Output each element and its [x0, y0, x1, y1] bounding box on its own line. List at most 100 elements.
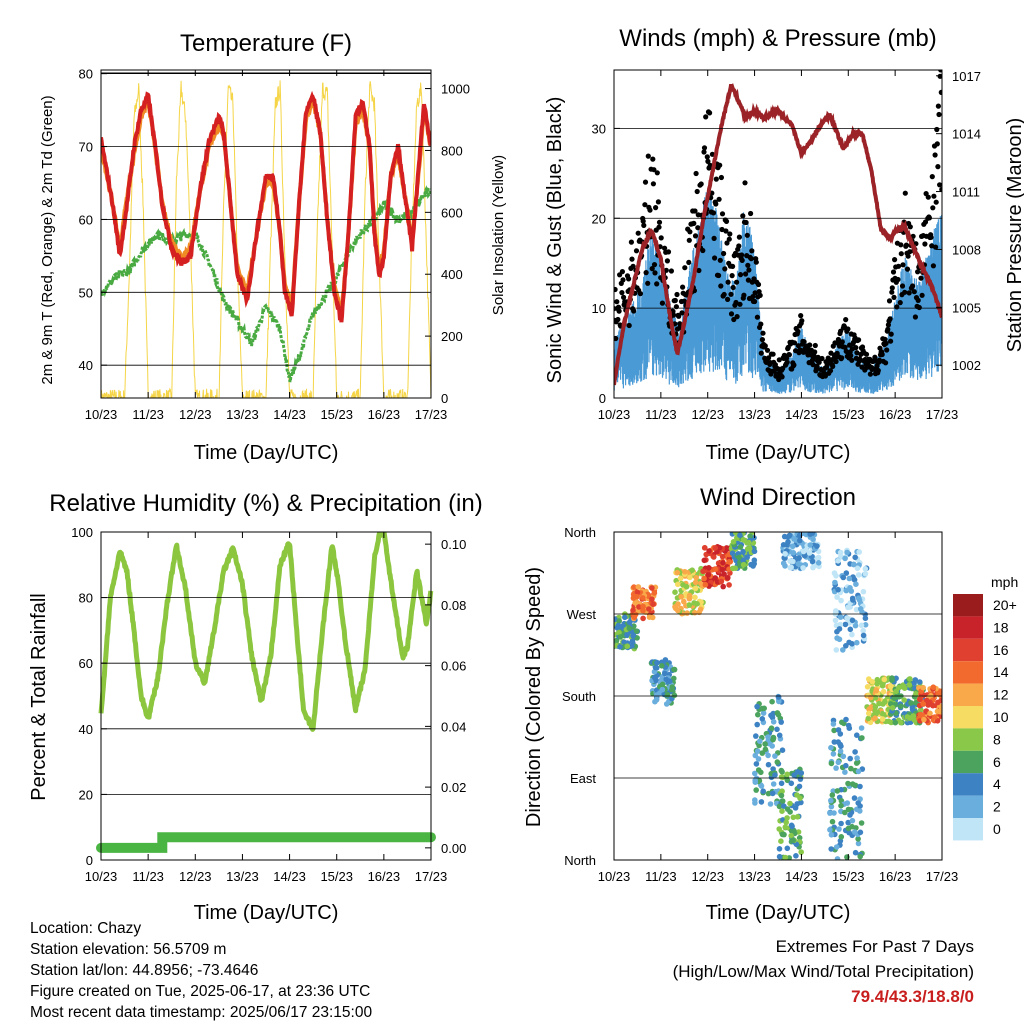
direction-point [755, 711, 761, 718]
gust-point [734, 314, 740, 320]
direction-point [847, 626, 854, 633]
gust-point [614, 299, 620, 305]
gust-point [658, 235, 664, 241]
colorbar-swatch [953, 818, 983, 841]
direction-point [855, 572, 862, 578]
direction-point [790, 558, 796, 565]
gust-point [680, 284, 686, 290]
temperature-xtick-label: 13/23 [226, 407, 259, 422]
colorbar-swatch [953, 638, 983, 662]
direction-point [765, 752, 771, 759]
direction-point [836, 636, 843, 643]
gust-point [904, 266, 911, 272]
gust-point [651, 167, 657, 173]
gust-point [910, 283, 916, 289]
rh-series [98, 532, 434, 732]
temperature-ytick-right-label: 0 [441, 391, 448, 406]
gust-point [739, 257, 745, 263]
gust-point [721, 250, 727, 257]
gust-point [664, 258, 671, 264]
direction-point [737, 532, 743, 538]
direction-point [798, 849, 804, 855]
gust-point [915, 297, 921, 303]
humidity-xtick-label: 15/23 [320, 869, 353, 884]
direction-ytick-label: West [567, 607, 597, 622]
gust-point [723, 228, 729, 234]
direction-point [862, 566, 869, 572]
direction-point [853, 581, 859, 587]
direction-point [907, 676, 913, 682]
direction-point [686, 595, 693, 602]
direction-point [780, 542, 787, 548]
direction-point [784, 815, 790, 821]
gust-point [897, 300, 903, 306]
gust-point [686, 237, 692, 243]
direction-point [854, 755, 860, 761]
gust-point [762, 343, 768, 349]
gust-point [812, 342, 818, 349]
direction-point [849, 617, 856, 624]
direction-point [748, 561, 754, 568]
direction-point [852, 749, 858, 755]
direction-point [810, 536, 816, 543]
direction-point [807, 532, 813, 537]
direction-point [659, 686, 666, 693]
direction-point [616, 629, 622, 636]
direction-point [629, 643, 635, 649]
direction-point [938, 713, 942, 719]
direction-point [779, 747, 786, 753]
direction-point [770, 719, 777, 725]
direction-point [769, 790, 776, 797]
pressure-series [614, 82, 942, 386]
gust-point [631, 308, 637, 314]
gust-point [935, 164, 941, 170]
direction-point [691, 600, 697, 606]
direction-point [790, 837, 796, 844]
humidity-ytick-label: 80 [79, 591, 93, 606]
direction-point [669, 686, 675, 693]
direction-point [760, 710, 767, 716]
direction-point [755, 767, 762, 773]
direction-point [788, 564, 794, 571]
direction-point [906, 682, 913, 688]
direction-point [800, 548, 807, 555]
gust-point [656, 219, 663, 225]
direction-point [845, 819, 851, 826]
direction-point [651, 590, 658, 596]
winds-ytick-right-label: 1017 [952, 69, 981, 84]
direction-point [848, 588, 855, 594]
direction-point [653, 692, 660, 698]
winds-xtick-label: 11/23 [645, 407, 677, 422]
direction-point [730, 539, 737, 545]
direction-point [617, 644, 623, 650]
direction-point [876, 700, 882, 707]
direction-point [622, 614, 628, 621]
gust-point [686, 259, 692, 265]
direction-point [846, 829, 852, 836]
direction-xtick-label: 10/23 [598, 869, 631, 884]
gust-point [734, 279, 740, 285]
gust-point [900, 262, 906, 268]
gust-point [902, 190, 908, 196]
direction-point [767, 801, 774, 807]
temperature-xtick-label: 12/23 [179, 407, 212, 422]
direction-point [832, 579, 838, 586]
winds-ytick-right-label: 1002 [952, 358, 981, 373]
direction-point [759, 716, 766, 722]
direction-point [778, 767, 785, 774]
direction-point [675, 581, 681, 588]
direction-point [740, 561, 747, 568]
direction-point [692, 585, 699, 592]
gust-point [681, 298, 687, 304]
direction-point [712, 575, 718, 581]
direction-point [920, 701, 926, 707]
direction-point [814, 543, 820, 549]
humidity-ylabel-left: Percent & Total Rainfall [28, 593, 50, 801]
gust-point [650, 156, 656, 162]
gust-point [653, 205, 659, 211]
gust-point [647, 207, 653, 213]
gust-point [931, 193, 937, 199]
direction-point [828, 797, 834, 804]
temperature-ytick-label: 80 [79, 67, 93, 82]
